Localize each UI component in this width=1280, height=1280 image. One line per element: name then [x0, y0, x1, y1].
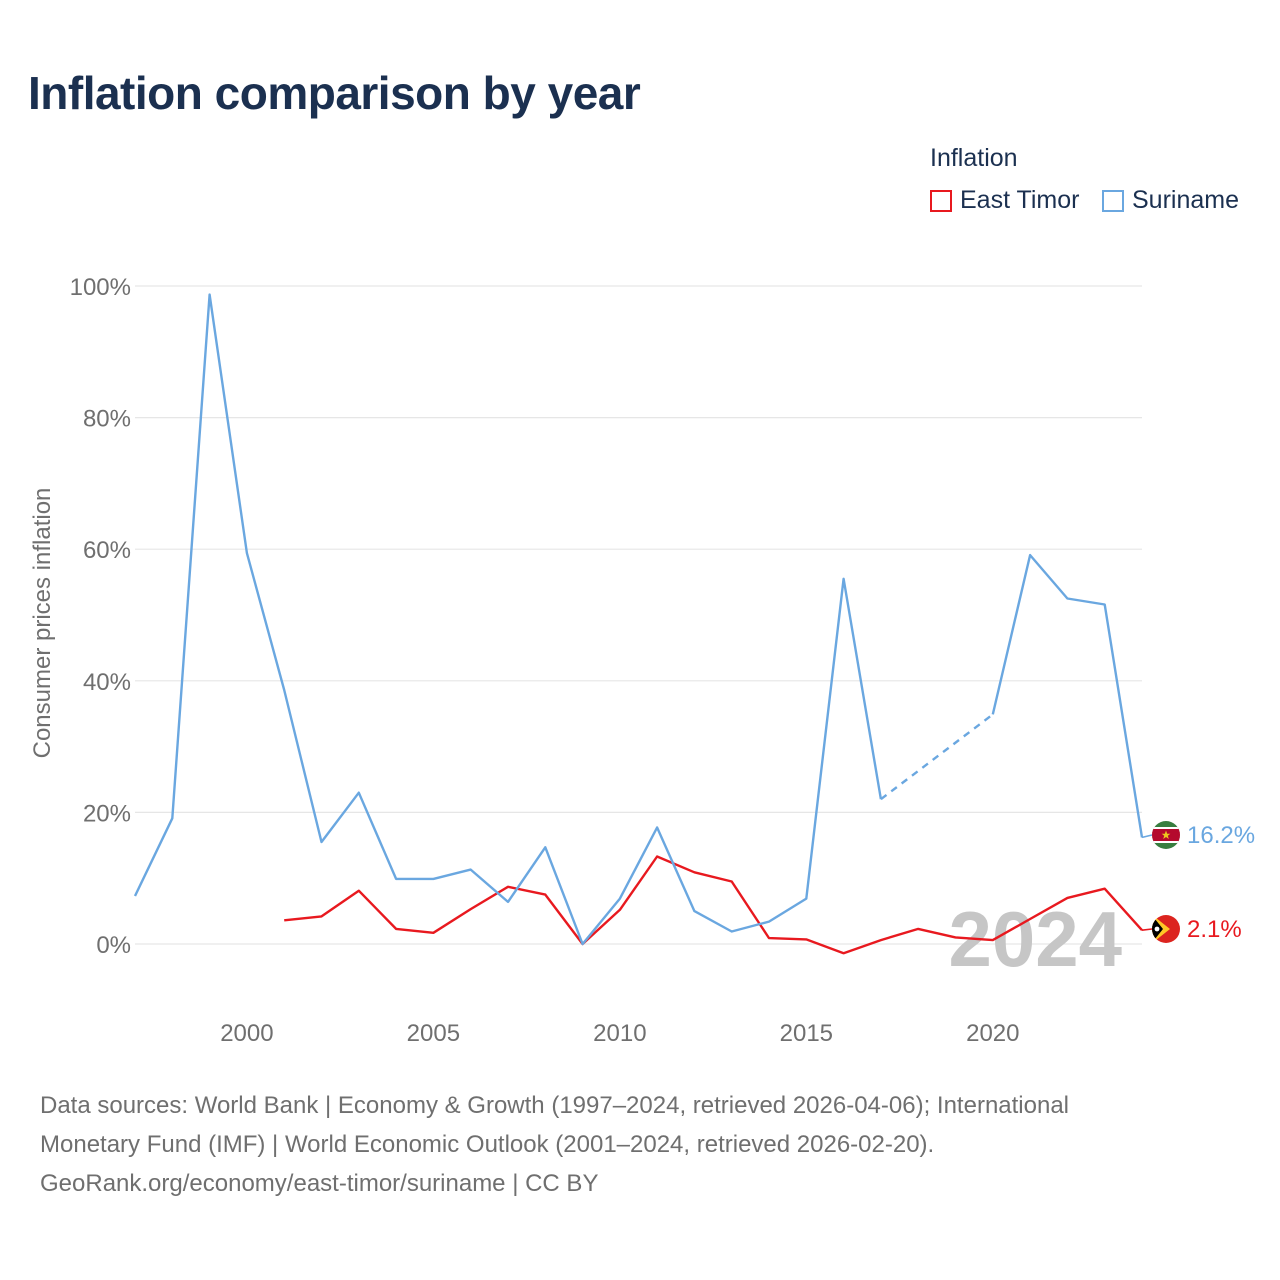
series-suriname — [133, 293, 1144, 946]
series-line-suriname — [991, 553, 1144, 838]
series-line-east-timor — [284, 855, 1143, 955]
series-line-suriname-estimate — [880, 713, 994, 801]
footer-line-1: Data sources: World Bank | Economy & Gro… — [40, 1092, 1070, 1119]
end-label-east-timor: 2.1% — [1187, 916, 1242, 943]
grid-layer — [135, 285, 1142, 945]
x-tick-label: 2015 — [780, 1020, 833, 1047]
x-tick-label: 2010 — [593, 1020, 646, 1047]
x-tick-label: 2000 — [220, 1020, 273, 1047]
y-tick-label: 80% — [83, 406, 131, 433]
end-label-suriname: 16.2% — [1187, 822, 1255, 849]
connector-east-timor — [1141, 928, 1153, 931]
series-east-timor — [284, 855, 1143, 955]
axis-layer: 0% 20% 40% 60% 80% 100% 2000 2005 2010 2015 2020 — [70, 274, 1020, 1047]
legend-item-suriname[interactable]: Suriname — [1102, 186, 1239, 215]
x-tick-label: 2005 — [407, 1020, 460, 1047]
legend-label-east-timor: East Timor — [960, 186, 1080, 214]
legend-swatch-suriname — [1102, 189, 1124, 212]
chart-title: Inflation comparison by year — [28, 67, 641, 119]
y-tick-label: 20% — [83, 800, 131, 827]
series-line-suriname — [133, 293, 883, 946]
x-tick-label: 2020 — [966, 1020, 1019, 1047]
legend-item-east-timor[interactable]: East Timor — [930, 186, 1079, 215]
east-timor-flag — [1152, 915, 1180, 943]
footer-line-2: Monetary Fund (IMF) | World Economic Out… — [40, 1131, 935, 1158]
footer: Data sources: World Bank | Economy & Gro… — [40, 1086, 1240, 1203]
y-tick-label: 100% — [70, 274, 131, 301]
footer-line-3: GeoRank.org/economy/east-timor/suriname … — [40, 1170, 599, 1197]
legend-label-suriname: Suriname — [1132, 186, 1239, 214]
y-tick-label: 0% — [96, 932, 131, 959]
connector-suriname — [1141, 834, 1153, 839]
y-tick-label: 60% — [83, 537, 131, 564]
legend-swatch-east-timor — [930, 189, 952, 212]
legend-title: Inflation — [930, 144, 1018, 172]
y-axis-label: Consumer prices inflation — [29, 488, 56, 759]
series-layer — [133, 293, 1144, 955]
y-tick-label: 40% — [83, 669, 131, 696]
suriname-flag — [1152, 821, 1180, 849]
end-label-layer: 16.2% 2.1% — [1141, 821, 1255, 943]
